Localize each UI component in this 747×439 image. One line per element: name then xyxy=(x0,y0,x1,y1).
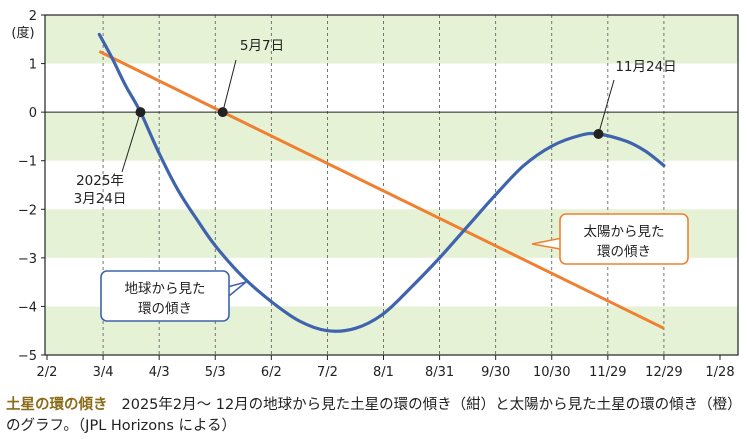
x-tick-label: 1/28 xyxy=(705,365,734,380)
ring-tilt-chart: 2 1 0 −1 −2 −3 −4 −5 2/2 3/4 4/3 5/3 6/2 7/2 8/1 8/31 9… xyxy=(11,9,739,380)
marker-dot xyxy=(217,107,228,118)
x-tick-label: 2/2 xyxy=(37,365,58,380)
marker-label: 2025年 xyxy=(76,173,124,189)
earth-callout-box xyxy=(100,270,230,322)
x-tick-label: 9/30 xyxy=(481,365,510,380)
figure-caption: 土星の環の傾き 2025年2月～ 12月の地球から見た土星の環の傾き（紺）と太陽か… xyxy=(6,395,742,437)
x-axis: 2/2 3/4 4/3 5/3 6/2 7/2 8/1 8/31 9/30 10/30 11/29 1… xyxy=(37,355,735,380)
y-tick-label: −3 xyxy=(18,252,37,267)
x-tick-label: 12/29 xyxy=(645,365,682,380)
y-tick-label: −5 xyxy=(18,349,37,364)
x-tick-label: 8/1 xyxy=(373,365,394,380)
marker-leader-line xyxy=(598,79,615,135)
x-tick-label: 4/3 xyxy=(149,365,170,380)
marker-leader-line xyxy=(121,111,141,173)
x-tick-label: 5/3 xyxy=(205,365,226,380)
sun-callout-text: 環の傾き xyxy=(597,244,651,260)
x-tick-label: 6/2 xyxy=(261,365,282,380)
marker-dot xyxy=(593,129,604,139)
y-tick-label: 2 xyxy=(29,9,37,24)
grid-band xyxy=(45,15,738,64)
y-tick-label: 0 xyxy=(29,106,37,121)
x-tick-label: 3/4 xyxy=(93,365,114,380)
earth-callout-text: 環の傾き xyxy=(138,301,192,317)
y-unit-label: (度) xyxy=(11,25,34,41)
grid-band xyxy=(45,112,738,161)
x-tick-label: 10/30 xyxy=(533,365,570,380)
plot-frame xyxy=(44,14,739,356)
earth-callout-text: 地球から見た xyxy=(125,281,206,297)
marker-label: 11月24日 xyxy=(615,59,676,75)
y-tick-label: −4 xyxy=(18,300,37,315)
y-tick-label: 1 xyxy=(29,58,37,73)
x-tick-label: 8/31 xyxy=(425,365,454,380)
caption-title: 土星の環の傾き xyxy=(6,397,108,413)
marker-dot xyxy=(135,107,146,118)
caption-text: 2025年2月～ 12月の地球から見た土星の環の傾き（紺）と太陽から見た土星の環… xyxy=(6,397,742,434)
marker-label: 3月24日 xyxy=(74,191,127,207)
x-tick-label: 11/29 xyxy=(589,365,626,380)
y-tick-label: −2 xyxy=(18,203,37,218)
x-tick-label: 7/2 xyxy=(317,365,338,380)
marker-label: 5月7日 xyxy=(240,38,284,54)
marker-leader-line xyxy=(222,59,237,113)
y-axis: 2 1 0 −1 −2 −3 −4 −5 xyxy=(18,9,45,364)
y-tick-label: −1 xyxy=(18,155,37,170)
sun-callout-box xyxy=(559,213,689,265)
earth-series-line xyxy=(97,32,666,333)
markers-group: 2025年 3月24日 5月7日 11月24日 xyxy=(74,38,677,207)
sun-callout-text: 太陽から見た xyxy=(584,224,665,240)
